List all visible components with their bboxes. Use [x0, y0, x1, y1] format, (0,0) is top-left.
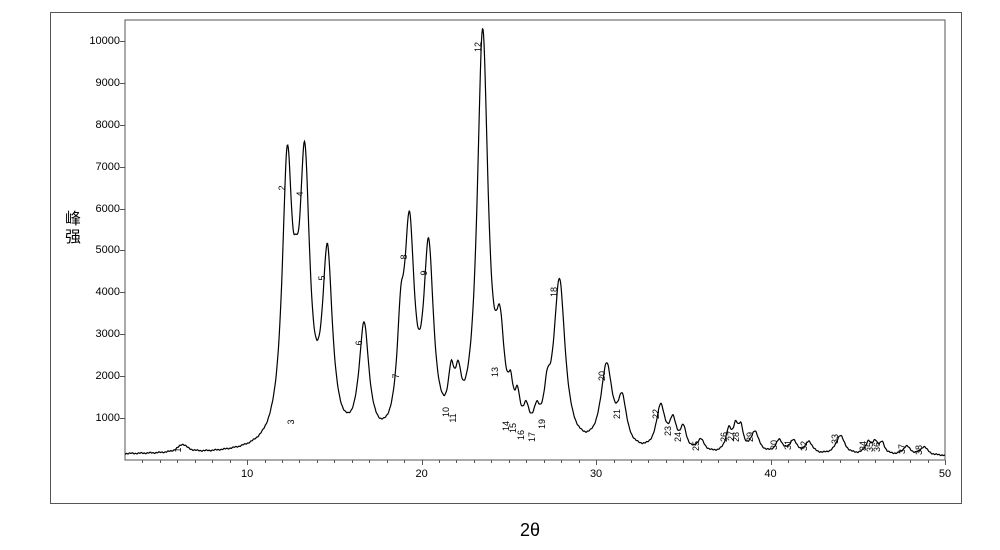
peak-label-19: 19 — [537, 419, 547, 429]
peak-label-11: 11 — [448, 413, 458, 422]
ytick-label: 5000 — [96, 244, 120, 256]
peak-label-37: 37 — [897, 444, 907, 454]
peak-label-1: 1 — [173, 448, 183, 453]
peak-label-29: 29 — [745, 432, 755, 442]
ytick-label: 2000 — [96, 370, 120, 382]
peak-label-24: 24 — [673, 432, 683, 442]
xrd-trace — [125, 29, 945, 456]
xtick-label: 50 — [939, 468, 951, 480]
peak-label-23: 23 — [663, 426, 673, 436]
peak-label-38: 38 — [914, 445, 924, 455]
peak-label-30: 30 — [769, 440, 779, 450]
peak-label-2: 2 — [277, 185, 287, 190]
ytick-label: 4000 — [96, 286, 120, 298]
peak-label-22: 22 — [651, 409, 661, 419]
ytick-label: 3000 — [96, 328, 120, 340]
peak-label-7: 7 — [391, 374, 401, 379]
peak-label-20: 20 — [597, 371, 607, 381]
peak-label-8: 8 — [399, 254, 409, 259]
ytick-label: 1000 — [96, 412, 120, 424]
peak-label-3: 3 — [286, 420, 296, 425]
peak-label-36: 36 — [872, 442, 882, 452]
plot-svg — [0, 0, 1000, 550]
xtick-label: 10 — [241, 468, 253, 480]
peak-label-18: 18 — [549, 287, 559, 297]
peak-label-28: 28 — [731, 432, 741, 442]
peak-label-16: 16 — [516, 430, 526, 440]
peak-label-4: 4 — [295, 191, 305, 196]
peak-label-9: 9 — [419, 271, 429, 276]
peak-label-12: 12 — [473, 42, 483, 52]
peak-label-17: 17 — [527, 432, 537, 442]
xtick-label: 40 — [764, 468, 776, 480]
xtick-label: 20 — [415, 468, 427, 480]
peak-label-13: 13 — [490, 367, 500, 377]
peak-label-32: 32 — [799, 441, 809, 451]
xrd-chart: 峰强 2θ 1000200030004000500060007000800090… — [0, 0, 1000, 550]
peak-label-6: 6 — [354, 340, 364, 345]
ytick-label: 6000 — [96, 203, 120, 215]
peak-label-5: 5 — [317, 275, 327, 280]
ytick-label: 8000 — [96, 119, 120, 131]
ytick-label: 7000 — [96, 161, 120, 173]
peak-label-25: 25 — [691, 441, 701, 451]
ytick-label: 10000 — [89, 35, 120, 47]
peak-label-31: 31 — [783, 440, 793, 450]
peak-label-21: 21 — [612, 409, 622, 419]
peak-label-33: 33 — [830, 434, 840, 444]
xtick-label: 30 — [590, 468, 602, 480]
ytick-label: 9000 — [96, 77, 120, 89]
